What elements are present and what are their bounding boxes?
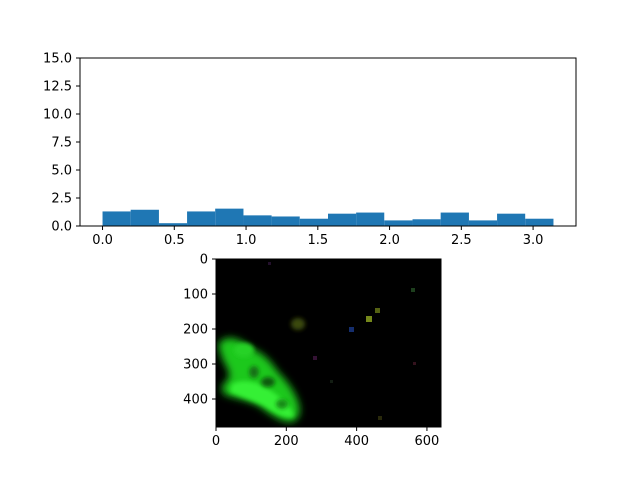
histogram-y-axis: 0.0 2.5 5.0 7.5 10.0 12.5 15.0: [43, 52, 80, 235]
image-y-axis: 0 100 200 300 400: [183, 253, 216, 408]
green-blob-dark-patch-3: [276, 399, 288, 409]
histogram-bar-0: [102, 211, 131, 226]
image-x-tick-label: 200: [274, 434, 299, 449]
histogram-x-tick-label: 3.0: [523, 233, 544, 248]
histogram-bar-8: [328, 213, 357, 226]
image-y-tick-label: 400: [183, 393, 208, 408]
image-y-tick-label: 100: [183, 288, 208, 303]
green-speckle: [411, 288, 415, 292]
histogram-bar-6: [271, 216, 300, 226]
histogram-x-tick-label: 2.5: [451, 233, 472, 248]
histogram-x-tick-label: 0.5: [164, 233, 185, 248]
green-blob-dark-patch: [261, 377, 275, 387]
histogram-bar-9: [356, 212, 385, 226]
histogram-x-axis: 0.0 0.5 1.0 1.5 2.0 2.5 3.0: [92, 226, 543, 248]
histogram-y-tick-label: 15.0: [43, 52, 72, 67]
green-blob-bright-core: [230, 381, 294, 418]
histogram-y-tick-label: 10.0: [43, 108, 72, 123]
image-y-tick-label: 0: [200, 253, 208, 268]
dark-speckle: [330, 380, 333, 383]
histogram-bar-10: [384, 220, 413, 226]
histogram-bar-1: [130, 209, 159, 226]
histogram-y-tick-label: 12.5: [43, 80, 72, 95]
image-y-tick-label: 300: [183, 358, 208, 373]
histogram-x-tick-label: 0.0: [92, 233, 113, 248]
histogram-bar-5: [243, 215, 272, 226]
green-blob-upper-lobe: [234, 343, 254, 357]
image-x-tick-label: 400: [344, 434, 369, 449]
histogram-bar-12: [440, 212, 469, 226]
purple-speckle: [313, 356, 317, 360]
yellow-speckle-2: [375, 308, 380, 313]
image-x-tick-label: 600: [415, 434, 440, 449]
image-subplot: 0 200 400 600 0 100 200 300 400: [183, 253, 442, 449]
histogram-bar-7: [299, 218, 328, 226]
image-y-tick-label: 200: [183, 323, 208, 338]
histogram-y-tick-label: 7.5: [51, 136, 72, 151]
histogram-y-tick-label: 2.5: [51, 192, 72, 207]
histogram-y-tick-label: 0.0: [51, 220, 72, 235]
yellow-speckle: [366, 316, 372, 322]
olive-speckle-2: [378, 416, 382, 420]
histogram-x-tick-label: 2.0: [379, 233, 400, 248]
histogram-bar-13: [468, 220, 498, 226]
histogram-y-tick-label: 5.0: [51, 164, 72, 179]
histogram-bar-11: [412, 219, 441, 226]
histogram-bar-14: [497, 213, 526, 226]
red-speckle: [413, 362, 416, 365]
blue-speckle: [349, 327, 354, 332]
histogram-bar-4: [215, 208, 244, 226]
histogram-bar-2: [158, 223, 188, 226]
purple-speckle-2: [268, 262, 271, 265]
histogram-bars: [102, 208, 554, 226]
histogram-bar-3: [187, 211, 216, 226]
green-blob-dark-patch-2: [249, 366, 259, 378]
histogram-subplot: 0.0 0.5 1.0 1.5 2.0 2.5 3.0 0.0 2.5 5.0 7.5 10.0 12…: [43, 52, 577, 248]
histogram-bar-15: [525, 218, 554, 226]
image-x-tick-label: 0: [212, 434, 220, 449]
histogram-x-tick-label: 1.0: [236, 233, 257, 248]
image-content: [218, 262, 416, 422]
image-axes-frame: [215, 258, 442, 428]
olive-speckle: [291, 318, 305, 330]
histogram-x-tick-label: 1.5: [307, 233, 328, 248]
image-x-axis: 0 200 400 600: [212, 427, 439, 449]
